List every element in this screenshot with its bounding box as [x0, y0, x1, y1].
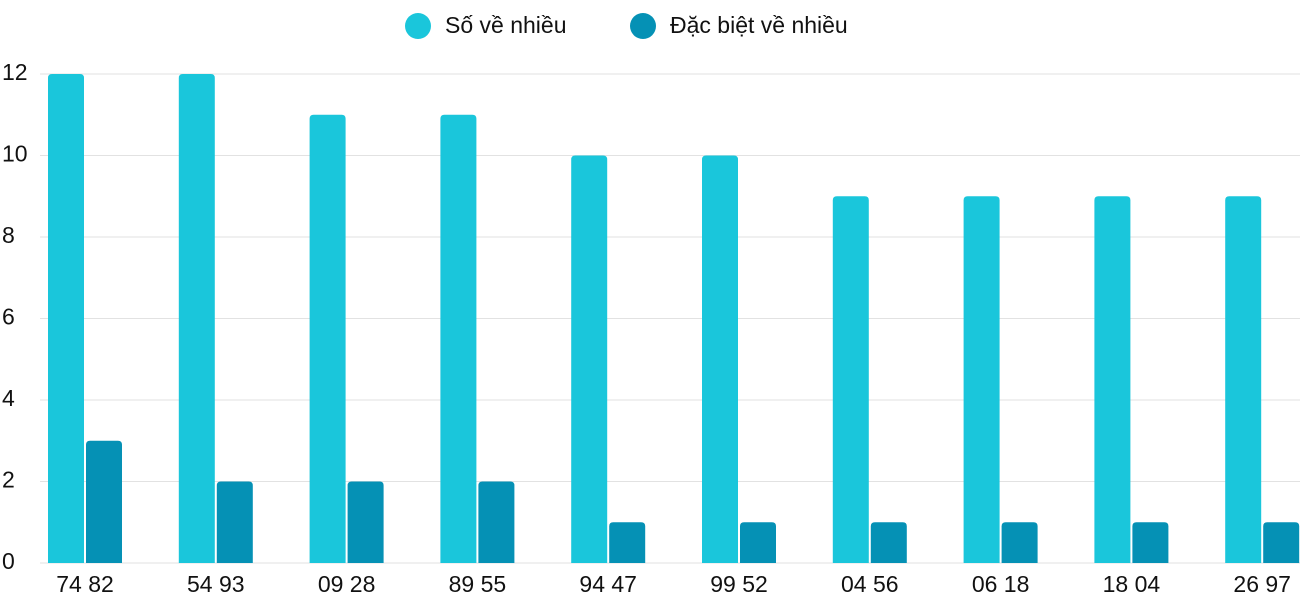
- x-tick-label: 74 82: [56, 571, 114, 597]
- x-tick-label: 04 56: [841, 571, 899, 597]
- x-tick-label: 26 97: [1233, 571, 1291, 597]
- bar: [832, 196, 869, 563]
- y-tick-label: 8: [2, 222, 15, 248]
- x-tick-label: 94 47: [579, 571, 637, 597]
- bar: [571, 155, 608, 563]
- x-tick-label: 18 04: [1103, 571, 1161, 597]
- x-tick-label: 89 55: [449, 571, 507, 597]
- legend-label: Số về nhiều: [445, 12, 566, 38]
- bar: [1132, 522, 1169, 563]
- bar: [347, 481, 384, 563]
- bar: [870, 522, 907, 563]
- bar: [702, 155, 738, 563]
- bar: [740, 522, 776, 563]
- y-tick-label: 4: [2, 385, 15, 411]
- bar: [963, 196, 1000, 563]
- bar: [309, 114, 346, 563]
- x-tick-label: 99 52: [710, 571, 768, 597]
- legend-marker: [405, 13, 431, 39]
- bar: [1225, 196, 1262, 563]
- bar: [1094, 196, 1131, 563]
- y-tick-label: 10: [2, 141, 28, 167]
- y-tick-label: 12: [2, 59, 28, 85]
- bar: [178, 74, 215, 563]
- legend-marker: [630, 13, 656, 39]
- bar: [48, 74, 84, 563]
- bar: [1263, 522, 1300, 563]
- y-tick-label: 6: [2, 304, 15, 330]
- x-tick-label: 06 18: [972, 571, 1030, 597]
- bar: [86, 440, 122, 563]
- bar: [609, 522, 646, 563]
- bar: [478, 481, 515, 563]
- x-tick-label: 09 28: [318, 571, 376, 597]
- x-tick-label: 54 93: [187, 571, 245, 597]
- bar: [1001, 522, 1038, 563]
- bar: [440, 114, 477, 563]
- y-tick-label: 0: [2, 548, 15, 574]
- legend-label: Đặc biệt về nhiều: [670, 12, 848, 38]
- y-tick-label: 2: [2, 467, 15, 493]
- bar: [216, 481, 253, 563]
